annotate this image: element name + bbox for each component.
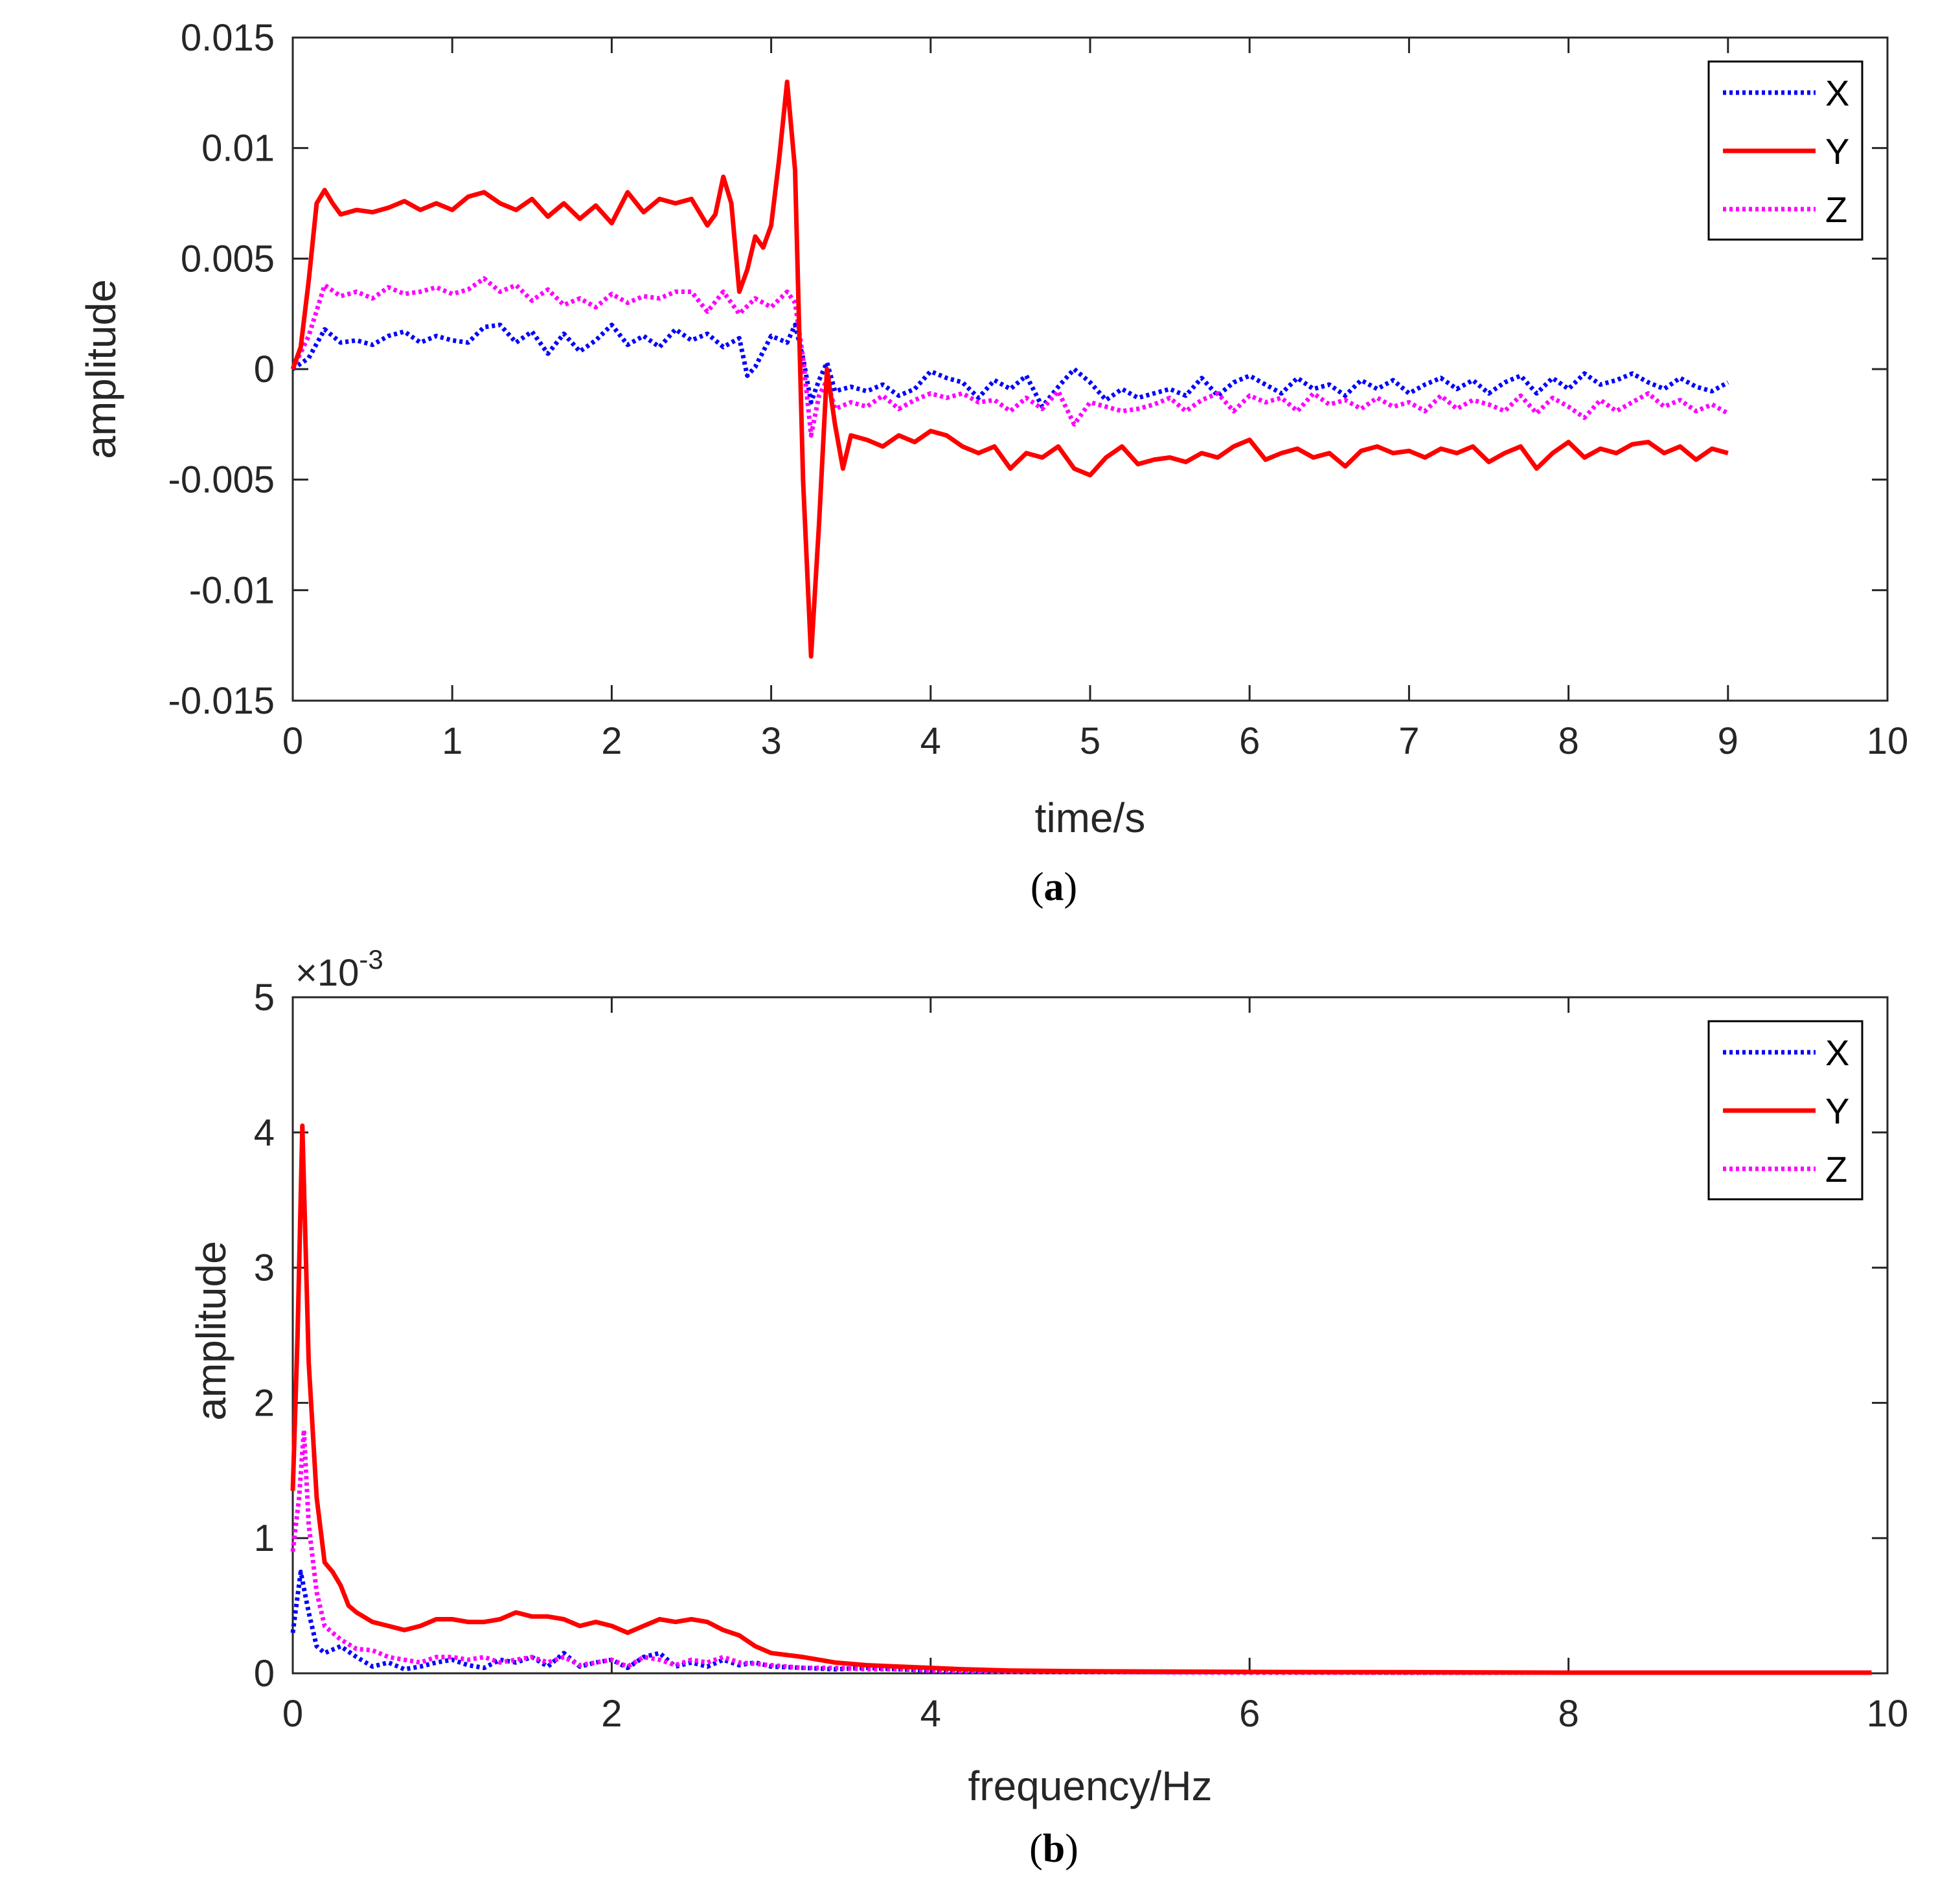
y-tick-label: 0.005 (181, 238, 275, 280)
series-line-y (290, 79, 1729, 659)
y-tick-label: 2 (254, 1382, 275, 1424)
legend-a: X Y Z (1707, 60, 1863, 241)
x-tick-label: 10 (1867, 720, 1909, 762)
legend-label-a-x: X (1825, 73, 1849, 113)
exponent-label-b: ×10-3 (295, 944, 383, 994)
y-tick-label: 0 (254, 348, 275, 390)
legend-label-a-y: Y (1825, 131, 1849, 172)
y-tick-label: -0.01 (189, 569, 275, 611)
x-tick-label: 8 (1558, 720, 1578, 762)
y-tick-label: 1 (254, 1517, 275, 1559)
series-lines-a (290, 79, 1729, 659)
y-tick-label: -0.015 (168, 680, 275, 722)
x-tick-label: 6 (1239, 720, 1260, 762)
x-tick-label: 8 (1558, 1693, 1578, 1735)
x-ticks-b: 0 2 4 6 8 10 (282, 997, 1908, 1735)
legend-label-a-z: Z (1825, 189, 1847, 230)
y-tick-label: -0.005 (168, 459, 275, 501)
x-tick-label: 4 (920, 720, 941, 762)
x-tick-label: 7 (1398, 720, 1419, 762)
plot-area-b (291, 996, 1889, 1675)
series-line-y (290, 1123, 1872, 1675)
x-tick-label: 6 (1239, 1693, 1260, 1735)
y-tick-label: 4 (254, 1112, 275, 1154)
x-tick-label: 1 (442, 720, 462, 762)
x-tick-label: 10 (1867, 1693, 1909, 1735)
series-lines-b (290, 1123, 1872, 1675)
caption-b-letter: b (1043, 1827, 1065, 1871)
exponent-base: ×10 (295, 952, 359, 994)
x-tick-label: 4 (920, 1693, 941, 1735)
x-axis-title-b: frequency/Hz (968, 1763, 1212, 1809)
series-line-x (291, 322, 1729, 409)
legend-label-b-x: X (1825, 1032, 1849, 1073)
y-tick-label: 0 (254, 1653, 275, 1695)
x-ticks-a: 0 1 2 3 4 5 6 7 8 9 10 (282, 38, 1908, 762)
plot-area-a (291, 36, 1889, 702)
series-line-z (290, 1427, 1872, 1675)
x-tick-label: 0 (282, 1693, 303, 1735)
x-axis-title-a: time/s (1035, 795, 1146, 841)
x-tick-label: 5 (1080, 720, 1100, 762)
legend-b: X Y Z (1707, 1020, 1863, 1201)
y-tick-label: 3 (254, 1247, 275, 1289)
panel-a: -0.015 -0.01 -0.005 0 0.005 0.01 0.015 0 1 2 3 4 5 6… (78, 17, 1908, 909)
legend-label-b-y: Y (1825, 1090, 1849, 1131)
x-tick-label: 3 (760, 720, 781, 762)
y-tick-label: 0.01 (201, 128, 275, 170)
caption-b: (b) (1029, 1827, 1078, 1871)
x-tick-label: 9 (1718, 720, 1738, 762)
y-axis-title-a: amplitude (78, 279, 124, 459)
legend-label-b-z: Z (1825, 1149, 1847, 1190)
x-tick-label: 2 (601, 1693, 622, 1735)
caption-a-letter: a (1044, 865, 1064, 909)
x-tick-label: 2 (601, 720, 622, 762)
panel-b: 0 1 2 3 4 5 0 2 4 6 8 10 ×10-3 amplitude frequency… (188, 944, 1908, 1871)
caption-a: (a) (1031, 865, 1077, 909)
x-tick-label: 0 (282, 720, 303, 762)
y-ticks-a: -0.015 -0.01 -0.005 0 0.005 0.01 0.015 (168, 17, 1887, 722)
y-tick-label: 5 (254, 977, 275, 1019)
exponent-power: -3 (359, 944, 383, 975)
y-axis-title-b: amplitude (188, 1241, 234, 1421)
y-tick-label: 0.015 (181, 17, 275, 59)
